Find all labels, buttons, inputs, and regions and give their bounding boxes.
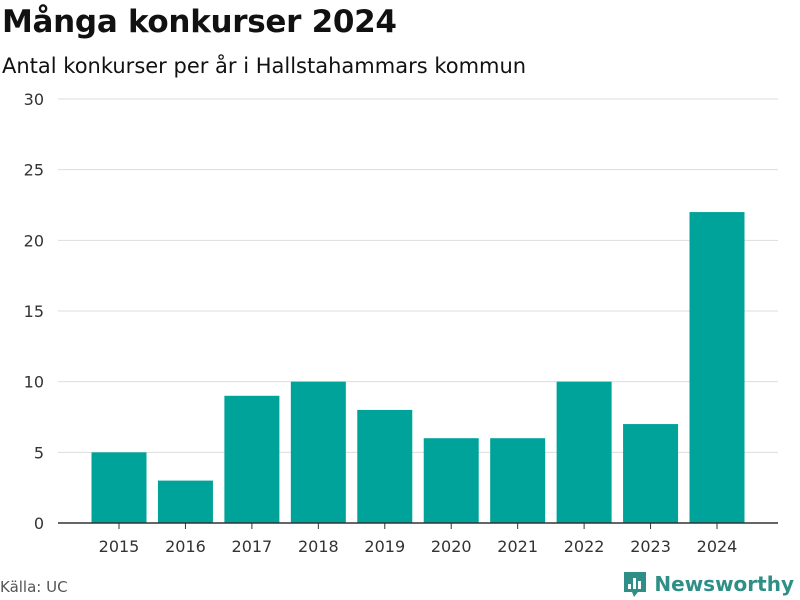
x-tick-label: 2018 bbox=[298, 537, 339, 556]
y-tick-label: 5 bbox=[34, 443, 44, 462]
chart-title: Många konkurser 2024 bbox=[2, 4, 397, 40]
y-tick-label: 30 bbox=[24, 90, 44, 109]
y-tick-label: 0 bbox=[34, 514, 44, 533]
bar bbox=[224, 395, 280, 523]
y-tick-label: 25 bbox=[24, 161, 44, 180]
bar bbox=[157, 480, 213, 523]
x-tick-label: 2024 bbox=[697, 537, 738, 556]
chart-subtitle: Antal konkurser per år i Hallstahammars … bbox=[2, 54, 527, 78]
x-tick-label: 2021 bbox=[497, 537, 538, 556]
x-tick-label: 2023 bbox=[630, 537, 671, 556]
bar bbox=[689, 212, 745, 524]
x-tick-label: 2019 bbox=[364, 537, 405, 556]
brand-logo[interactable]: Newsworthy bbox=[622, 569, 794, 599]
x-tick-label: 2015 bbox=[99, 537, 140, 556]
bar-chart-icon bbox=[624, 572, 647, 597]
bar bbox=[423, 438, 479, 523]
x-tick-label: 2016 bbox=[165, 537, 206, 556]
bar bbox=[556, 381, 612, 523]
y-tick-label: 20 bbox=[24, 231, 44, 250]
y-tick-label: 15 bbox=[24, 302, 44, 321]
bar bbox=[490, 438, 546, 523]
bar bbox=[623, 424, 679, 523]
source-label: Källa: UC bbox=[0, 578, 68, 596]
x-tick-label: 2020 bbox=[431, 537, 472, 556]
brand-name: Newsworthy bbox=[654, 572, 794, 596]
bar bbox=[91, 452, 147, 523]
x-tick-label: 2022 bbox=[564, 537, 605, 556]
x-tick-label: 2017 bbox=[232, 537, 273, 556]
bar bbox=[290, 381, 346, 523]
y-tick-label: 10 bbox=[24, 373, 44, 392]
bar bbox=[357, 409, 413, 523]
